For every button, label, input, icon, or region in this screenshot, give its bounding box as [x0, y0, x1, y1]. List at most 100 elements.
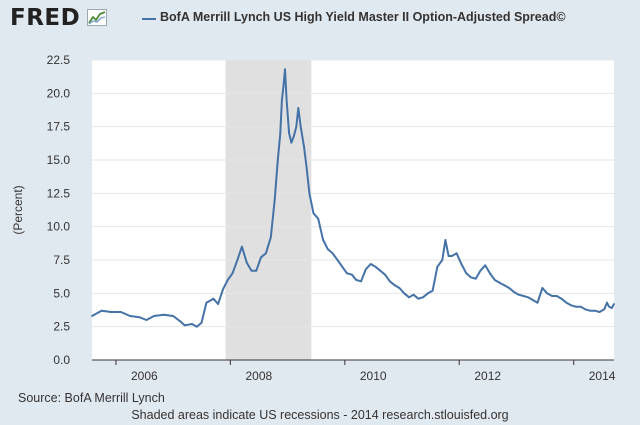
y-tick-label: 15.0 [47, 153, 71, 167]
data-point [205, 301, 208, 304]
data-point [264, 252, 267, 255]
data-point [551, 295, 553, 297]
data-point [455, 252, 458, 255]
data-point [447, 255, 450, 257]
data-point [331, 252, 334, 255]
data-point [606, 301, 608, 304]
data-point [260, 256, 262, 259]
data-point [498, 281, 501, 284]
data-point [441, 259, 444, 261]
data-point [312, 212, 315, 215]
data-point [613, 303, 615, 305]
y-axis-label: (Percent) [11, 185, 25, 234]
data-point [346, 272, 348, 275]
recession-band [225, 60, 312, 360]
data-point [517, 293, 520, 296]
data-point [250, 269, 253, 272]
data-point [212, 297, 215, 300]
data-point [183, 324, 186, 327]
recession-note: Shaded areas indicate US recessions - 20… [131, 408, 509, 422]
gridlines [92, 59, 614, 328]
y-tick-labels: 0.0 2.5 5.0 7.5 10.0 12.5 15.0 17.5 20.0 22.5 [47, 53, 71, 367]
y-tick-label: 0.0 [53, 353, 70, 367]
y-tick-label: 20.0 [47, 86, 71, 100]
data-point [245, 261, 248, 264]
data-point [374, 265, 377, 268]
data-point [598, 311, 601, 313]
data-point [129, 315, 131, 317]
data-point [403, 292, 406, 295]
data-point [570, 304, 572, 307]
data-point [284, 68, 286, 71]
data-point [465, 272, 468, 275]
x-tick-label: 2010 [360, 369, 387, 380]
data-point [290, 141, 293, 144]
data-point [119, 311, 122, 313]
data-point [522, 295, 525, 297]
data-point [195, 325, 198, 328]
data-point [110, 311, 113, 313]
data-point [398, 287, 401, 289]
data-point [153, 315, 155, 317]
data-point [162, 313, 165, 316]
data-point [269, 236, 272, 239]
data-point [610, 307, 613, 309]
data-point [508, 287, 511, 289]
data-point [276, 159, 279, 161]
legend-swatch [142, 18, 156, 20]
data-point [484, 264, 487, 267]
data-point [593, 309, 596, 312]
data-point [327, 248, 329, 251]
data-point [255, 269, 258, 272]
data-point [417, 297, 420, 300]
data-point [299, 125, 302, 128]
source-text: Source: BofA Merrill Lynch [18, 391, 165, 405]
data-point [282, 85, 285, 88]
data-point [589, 309, 591, 312]
data-point [412, 293, 415, 296]
data-point [317, 217, 320, 220]
data-point [308, 192, 311, 195]
plot-area [92, 60, 614, 360]
data-point [575, 305, 577, 308]
data-point [191, 323, 193, 325]
series-layer [91, 68, 615, 328]
data-point [222, 288, 224, 291]
data-point [364, 268, 367, 271]
data-point [293, 135, 295, 137]
data-point [579, 305, 582, 308]
data-point [100, 309, 103, 312]
data-point [231, 272, 234, 275]
x-tick-label: 2008 [245, 369, 272, 380]
data-point [527, 296, 529, 299]
data-point [603, 308, 606, 311]
data-point [444, 239, 447, 241]
data-point [388, 280, 391, 283]
data-point [355, 279, 358, 281]
data-point [379, 269, 382, 272]
data-point [322, 239, 324, 241]
data-point [285, 99, 288, 101]
data-point [138, 316, 141, 319]
recession-bands [225, 60, 312, 360]
y-tick-label: 12.5 [47, 186, 71, 200]
data-point [295, 125, 298, 128]
data-point [474, 277, 477, 280]
data-point [351, 273, 353, 276]
data-point [288, 132, 290, 135]
data-point [408, 296, 410, 299]
data-point [565, 301, 568, 304]
data-point [469, 276, 472, 279]
data-point [489, 272, 491, 275]
fred-graph-icon [87, 9, 107, 26]
series-line [91, 68, 615, 328]
data-point [541, 287, 544, 289]
data-point [560, 297, 563, 300]
data-point [297, 107, 300, 109]
data-point [200, 321, 203, 324]
data-point [450, 255, 453, 257]
data-point [241, 245, 243, 248]
data-point [273, 199, 276, 201]
data-point [341, 265, 344, 268]
data-point [303, 145, 305, 148]
